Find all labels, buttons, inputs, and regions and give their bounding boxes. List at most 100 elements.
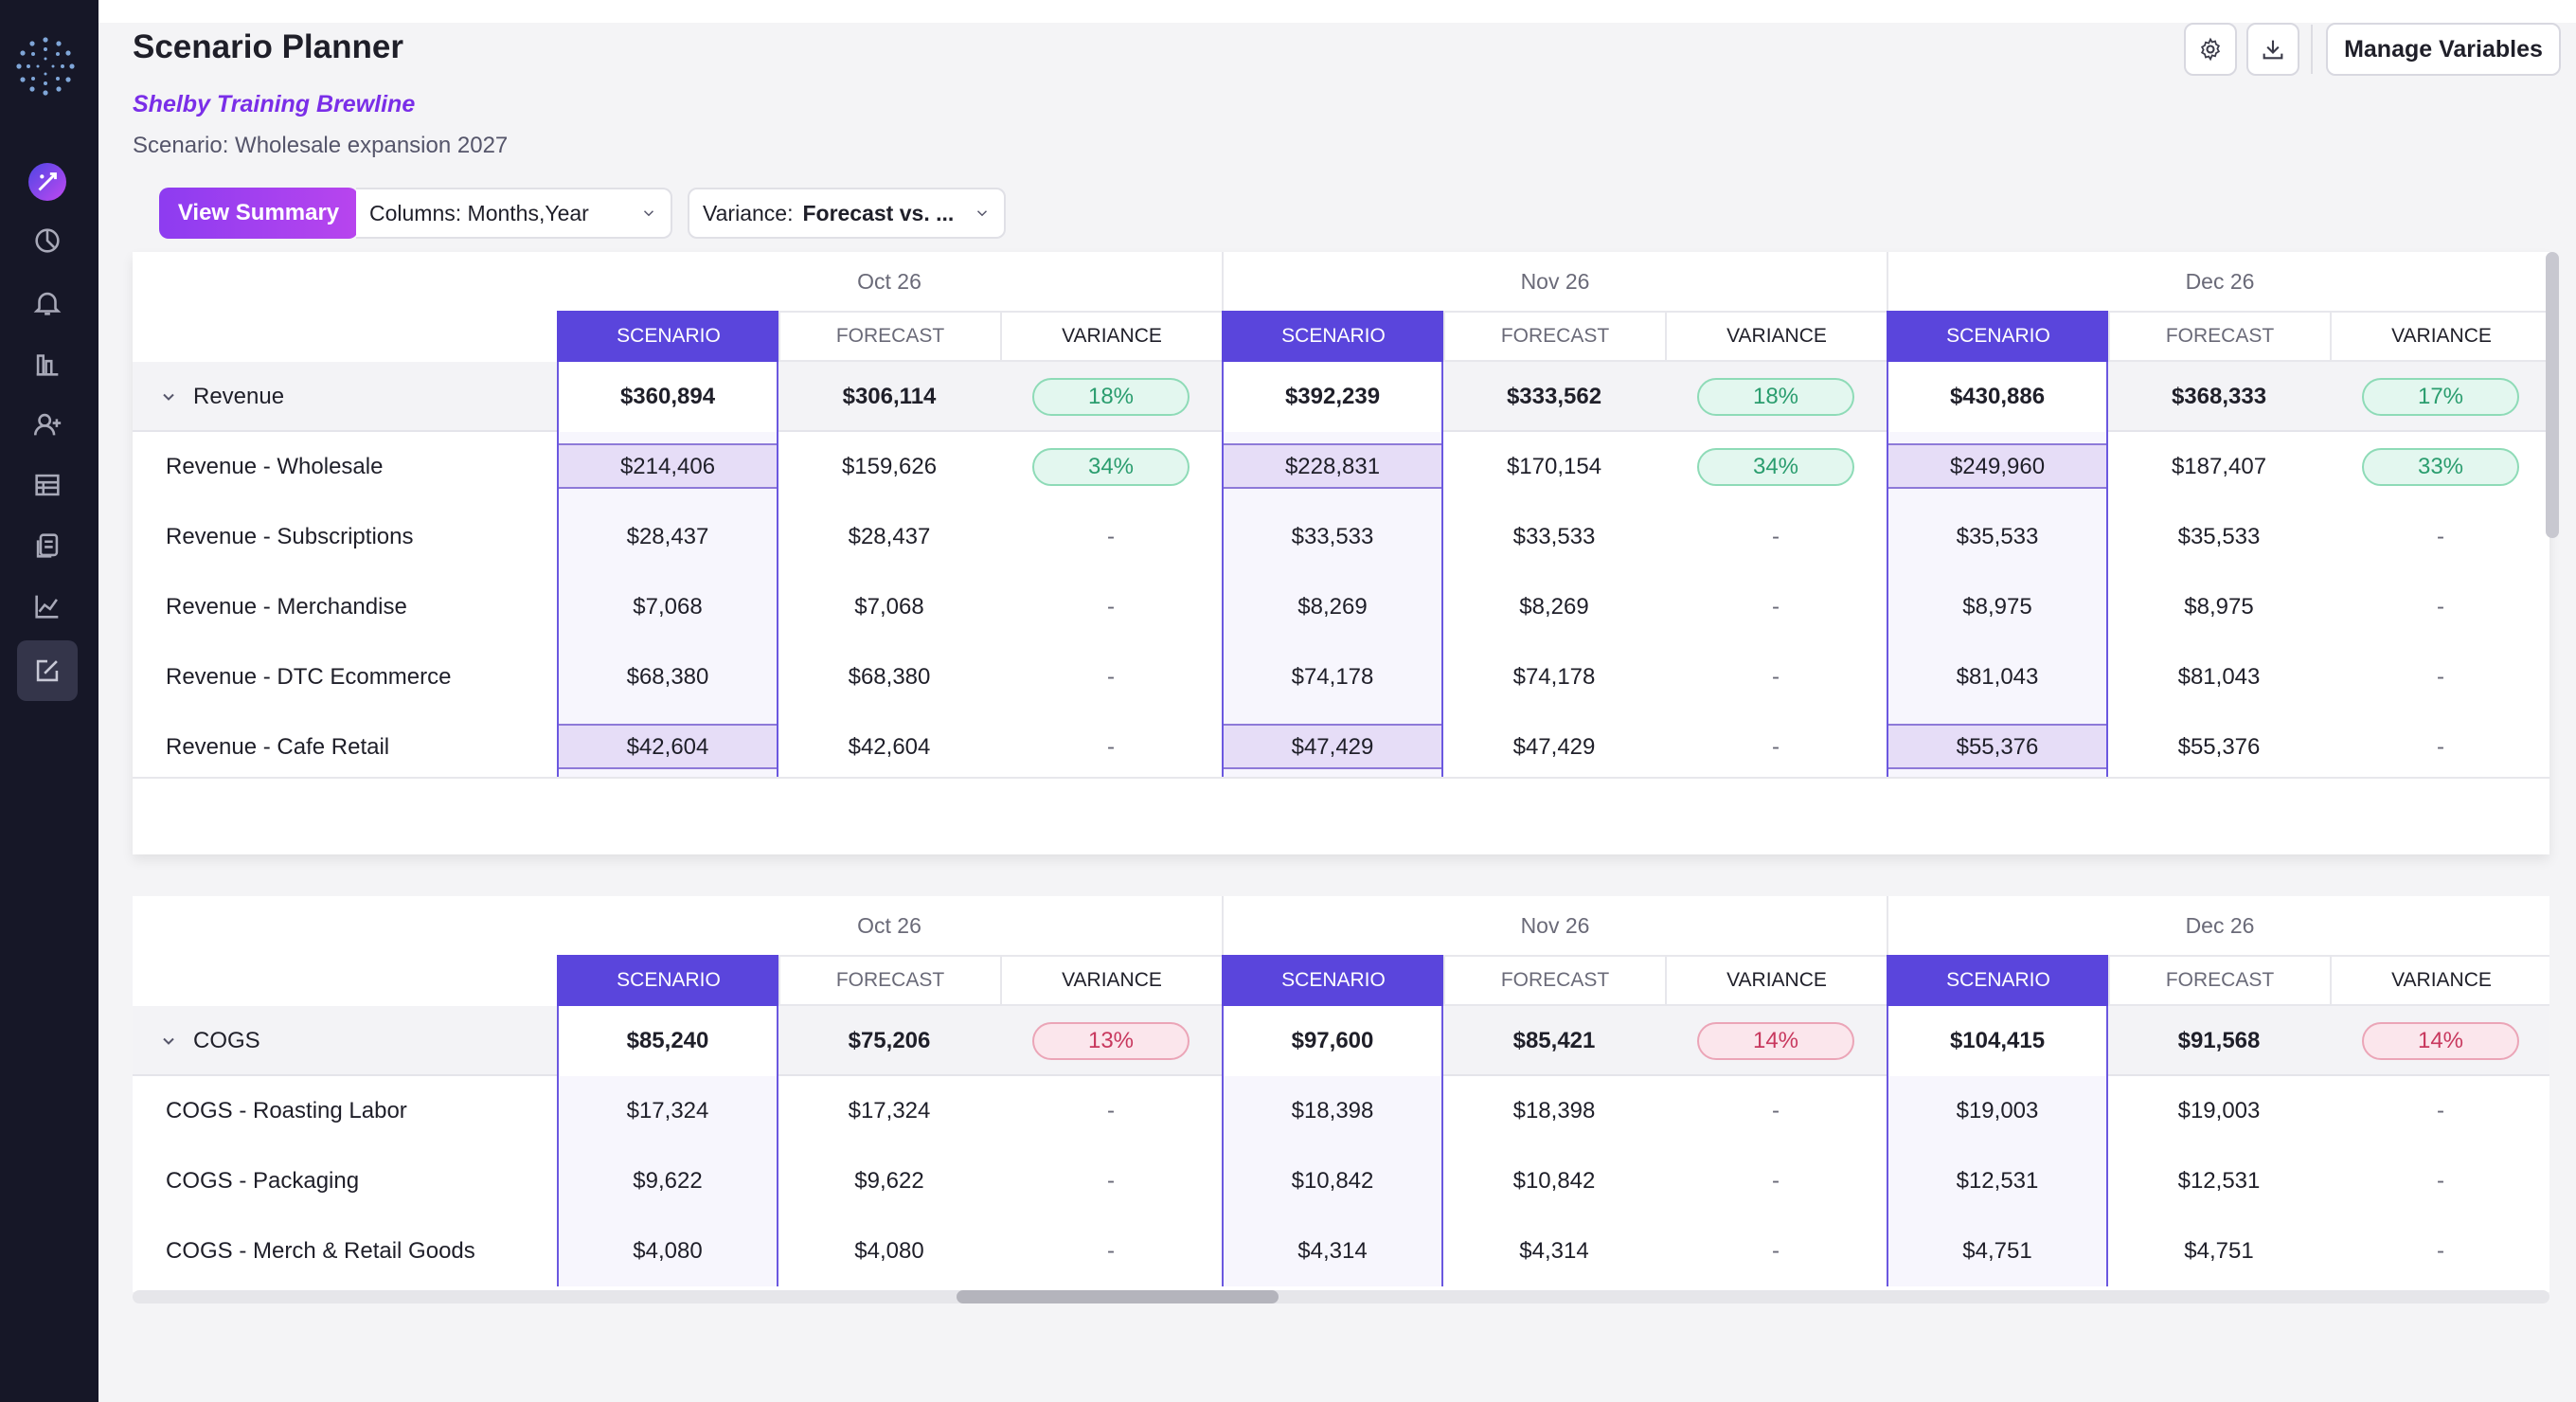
cell-value: $35,533 — [1956, 524, 2039, 549]
variance-cell: - — [1000, 502, 1222, 572]
cell-value: $19,003 — [1956, 1098, 2039, 1123]
scenario-cell[interactable]: $19,003 — [1887, 1076, 2108, 1146]
variance-cell: 34% — [1000, 432, 1222, 502]
scenario-cell[interactable]: $9,622 — [557, 1146, 778, 1216]
scenario-cell[interactable]: $85,240 — [557, 1006, 778, 1076]
cell-value: $47,429 — [1512, 734, 1596, 760]
variance-badge: 13% — [1032, 1022, 1190, 1060]
scenario-cell[interactable]: $360,894 — [557, 362, 778, 432]
settings-button[interactable] — [2184, 23, 2237, 76]
scenario-cell[interactable]: $228,831 — [1222, 432, 1443, 502]
scenario-cell[interactable]: $8,975 — [1887, 572, 2108, 642]
variance-select-value: Forecast vs. ... — [802, 200, 955, 225]
scenario-cell[interactable]: $28,437 — [557, 502, 778, 572]
scenario-cell[interactable]: $55,376 — [1887, 712, 2108, 782]
cell-value: $55,376 — [2177, 734, 2261, 760]
cell-value: - — [2437, 664, 2444, 690]
edited-cell-highlight — [1888, 724, 2106, 769]
cell-value: $85,240 — [626, 1028, 709, 1053]
cell-value: $17,324 — [848, 1098, 931, 1123]
company-name[interactable]: Shelby Training Brewline — [133, 91, 416, 117]
cell-value: $368,333 — [2171, 384, 2267, 409]
scenario-cell[interactable]: $17,324 — [557, 1076, 778, 1146]
month-header: Oct 26 — [857, 912, 921, 938]
scenario-cell[interactable]: $104,415 — [1887, 1006, 2108, 1076]
scenario-cell[interactable]: $18,398 — [1222, 1076, 1443, 1146]
scenario-cell[interactable]: $7,068 — [557, 572, 778, 642]
scenario-cell[interactable]: $12,531 — [1887, 1146, 2108, 1216]
logo-icon[interactable] — [13, 34, 78, 99]
scenario-cell[interactable]: $47,429 — [1222, 712, 1443, 782]
scenario-cell[interactable]: $35,533 — [1887, 502, 2108, 572]
chevron-down-icon[interactable] — [159, 387, 178, 406]
scenario-cell[interactable]: $8,269 — [1222, 572, 1443, 642]
row-label-text: COGS — [193, 1028, 260, 1053]
cell-value: $33,533 — [1512, 524, 1596, 549]
column-header-forecast: FORECAST — [2108, 311, 2330, 362]
view-summary-button[interactable]: View Summary — [159, 188, 358, 239]
horizontal-scrollbar-track[interactable] — [133, 1290, 2549, 1303]
nav-tables[interactable] — [17, 455, 78, 515]
manage-variables-button[interactable]: Manage Variables — [2326, 23, 2561, 76]
variance-cell: 13% — [1000, 1006, 1222, 1076]
nav-analytics[interactable] — [17, 576, 78, 637]
variance-cell: - — [1000, 1216, 1222, 1286]
month-header: Nov 26 — [1222, 252, 1887, 311]
variance-cell: - — [2330, 1216, 2549, 1286]
scenario-cell[interactable]: $392,239 — [1222, 362, 1443, 432]
scenario-cell[interactable]: $42,604 — [557, 712, 778, 782]
column-header-forecast: FORECAST — [1443, 311, 1665, 362]
forecast-cell: $42,604 — [778, 712, 1000, 782]
variance-badge: 17% — [2362, 378, 2519, 416]
cell-value: $68,380 — [626, 664, 709, 690]
gear-icon — [2200, 37, 2221, 62]
nav-scenario-planner[interactable] — [17, 640, 78, 701]
forecast-cell: $9,622 — [778, 1146, 1000, 1216]
nav-ai-assistant[interactable] — [17, 152, 78, 212]
cell-value: - — [1107, 1098, 1115, 1123]
cell-value: $17,324 — [626, 1098, 709, 1123]
cell-value: $33,533 — [1291, 524, 1374, 549]
nav-documents[interactable] — [17, 515, 78, 576]
sidebar — [0, 0, 98, 1402]
forecast-cell: $159,626 — [778, 432, 1000, 502]
download-button[interactable] — [2246, 23, 2299, 76]
scenario-cell[interactable]: $68,380 — [557, 642, 778, 712]
scenario-cell[interactable]: $4,314 — [1222, 1216, 1443, 1286]
scenario-cell[interactable]: $33,533 — [1222, 502, 1443, 572]
vertical-scrollbar[interactable] — [2546, 252, 2559, 538]
cell-value: $42,604 — [848, 734, 931, 760]
cell-value: $12,531 — [2177, 1168, 2261, 1194]
row-label[interactable]: COGS — [159, 1006, 260, 1076]
forecast-cell: $7,068 — [778, 572, 1000, 642]
chevron-down-icon[interactable] — [159, 1032, 178, 1051]
horizontal-scrollbar[interactable] — [957, 1290, 1279, 1303]
cell-value: - — [1107, 734, 1115, 760]
nav-dashboard[interactable] — [17, 210, 78, 271]
variance-cell: - — [1665, 1146, 1887, 1216]
forecast-cell: $85,421 — [1443, 1006, 1665, 1076]
variance-select[interactable]: Variance: Forecast vs. ... — [688, 188, 1006, 239]
nav-reports[interactable] — [17, 333, 78, 394]
cell-value: $170,154 — [1506, 454, 1602, 479]
cell-value: $7,068 — [854, 594, 924, 620]
variance-cell: - — [1665, 712, 1887, 782]
row-label: COGS - Packaging — [166, 1146, 359, 1216]
scenario-cell[interactable]: $249,960 — [1887, 432, 2108, 502]
column-header-forecast: FORECAST — [778, 311, 1000, 362]
scenario-cell[interactable]: $74,178 — [1222, 642, 1443, 712]
row-label: Revenue - Wholesale — [166, 432, 383, 502]
columns-select[interactable]: Columns: Months,Year — [356, 188, 672, 239]
scenario-cell[interactable]: $430,886 — [1887, 362, 2108, 432]
row-label[interactable]: Revenue — [159, 362, 284, 432]
cell-value: $8,975 — [2184, 594, 2254, 620]
scenario-cell[interactable]: $81,043 — [1887, 642, 2108, 712]
scenario-cell[interactable]: $10,842 — [1222, 1146, 1443, 1216]
nav-alerts[interactable] — [17, 273, 78, 333]
cell-value: - — [1772, 594, 1780, 620]
scenario-cell[interactable]: $4,751 — [1887, 1216, 2108, 1286]
scenario-cell[interactable]: $4,080 — [557, 1216, 778, 1286]
scenario-cell[interactable]: $97,600 — [1222, 1006, 1443, 1076]
nav-users[interactable] — [17, 394, 78, 455]
scenario-cell[interactable]: $214,406 — [557, 432, 778, 502]
